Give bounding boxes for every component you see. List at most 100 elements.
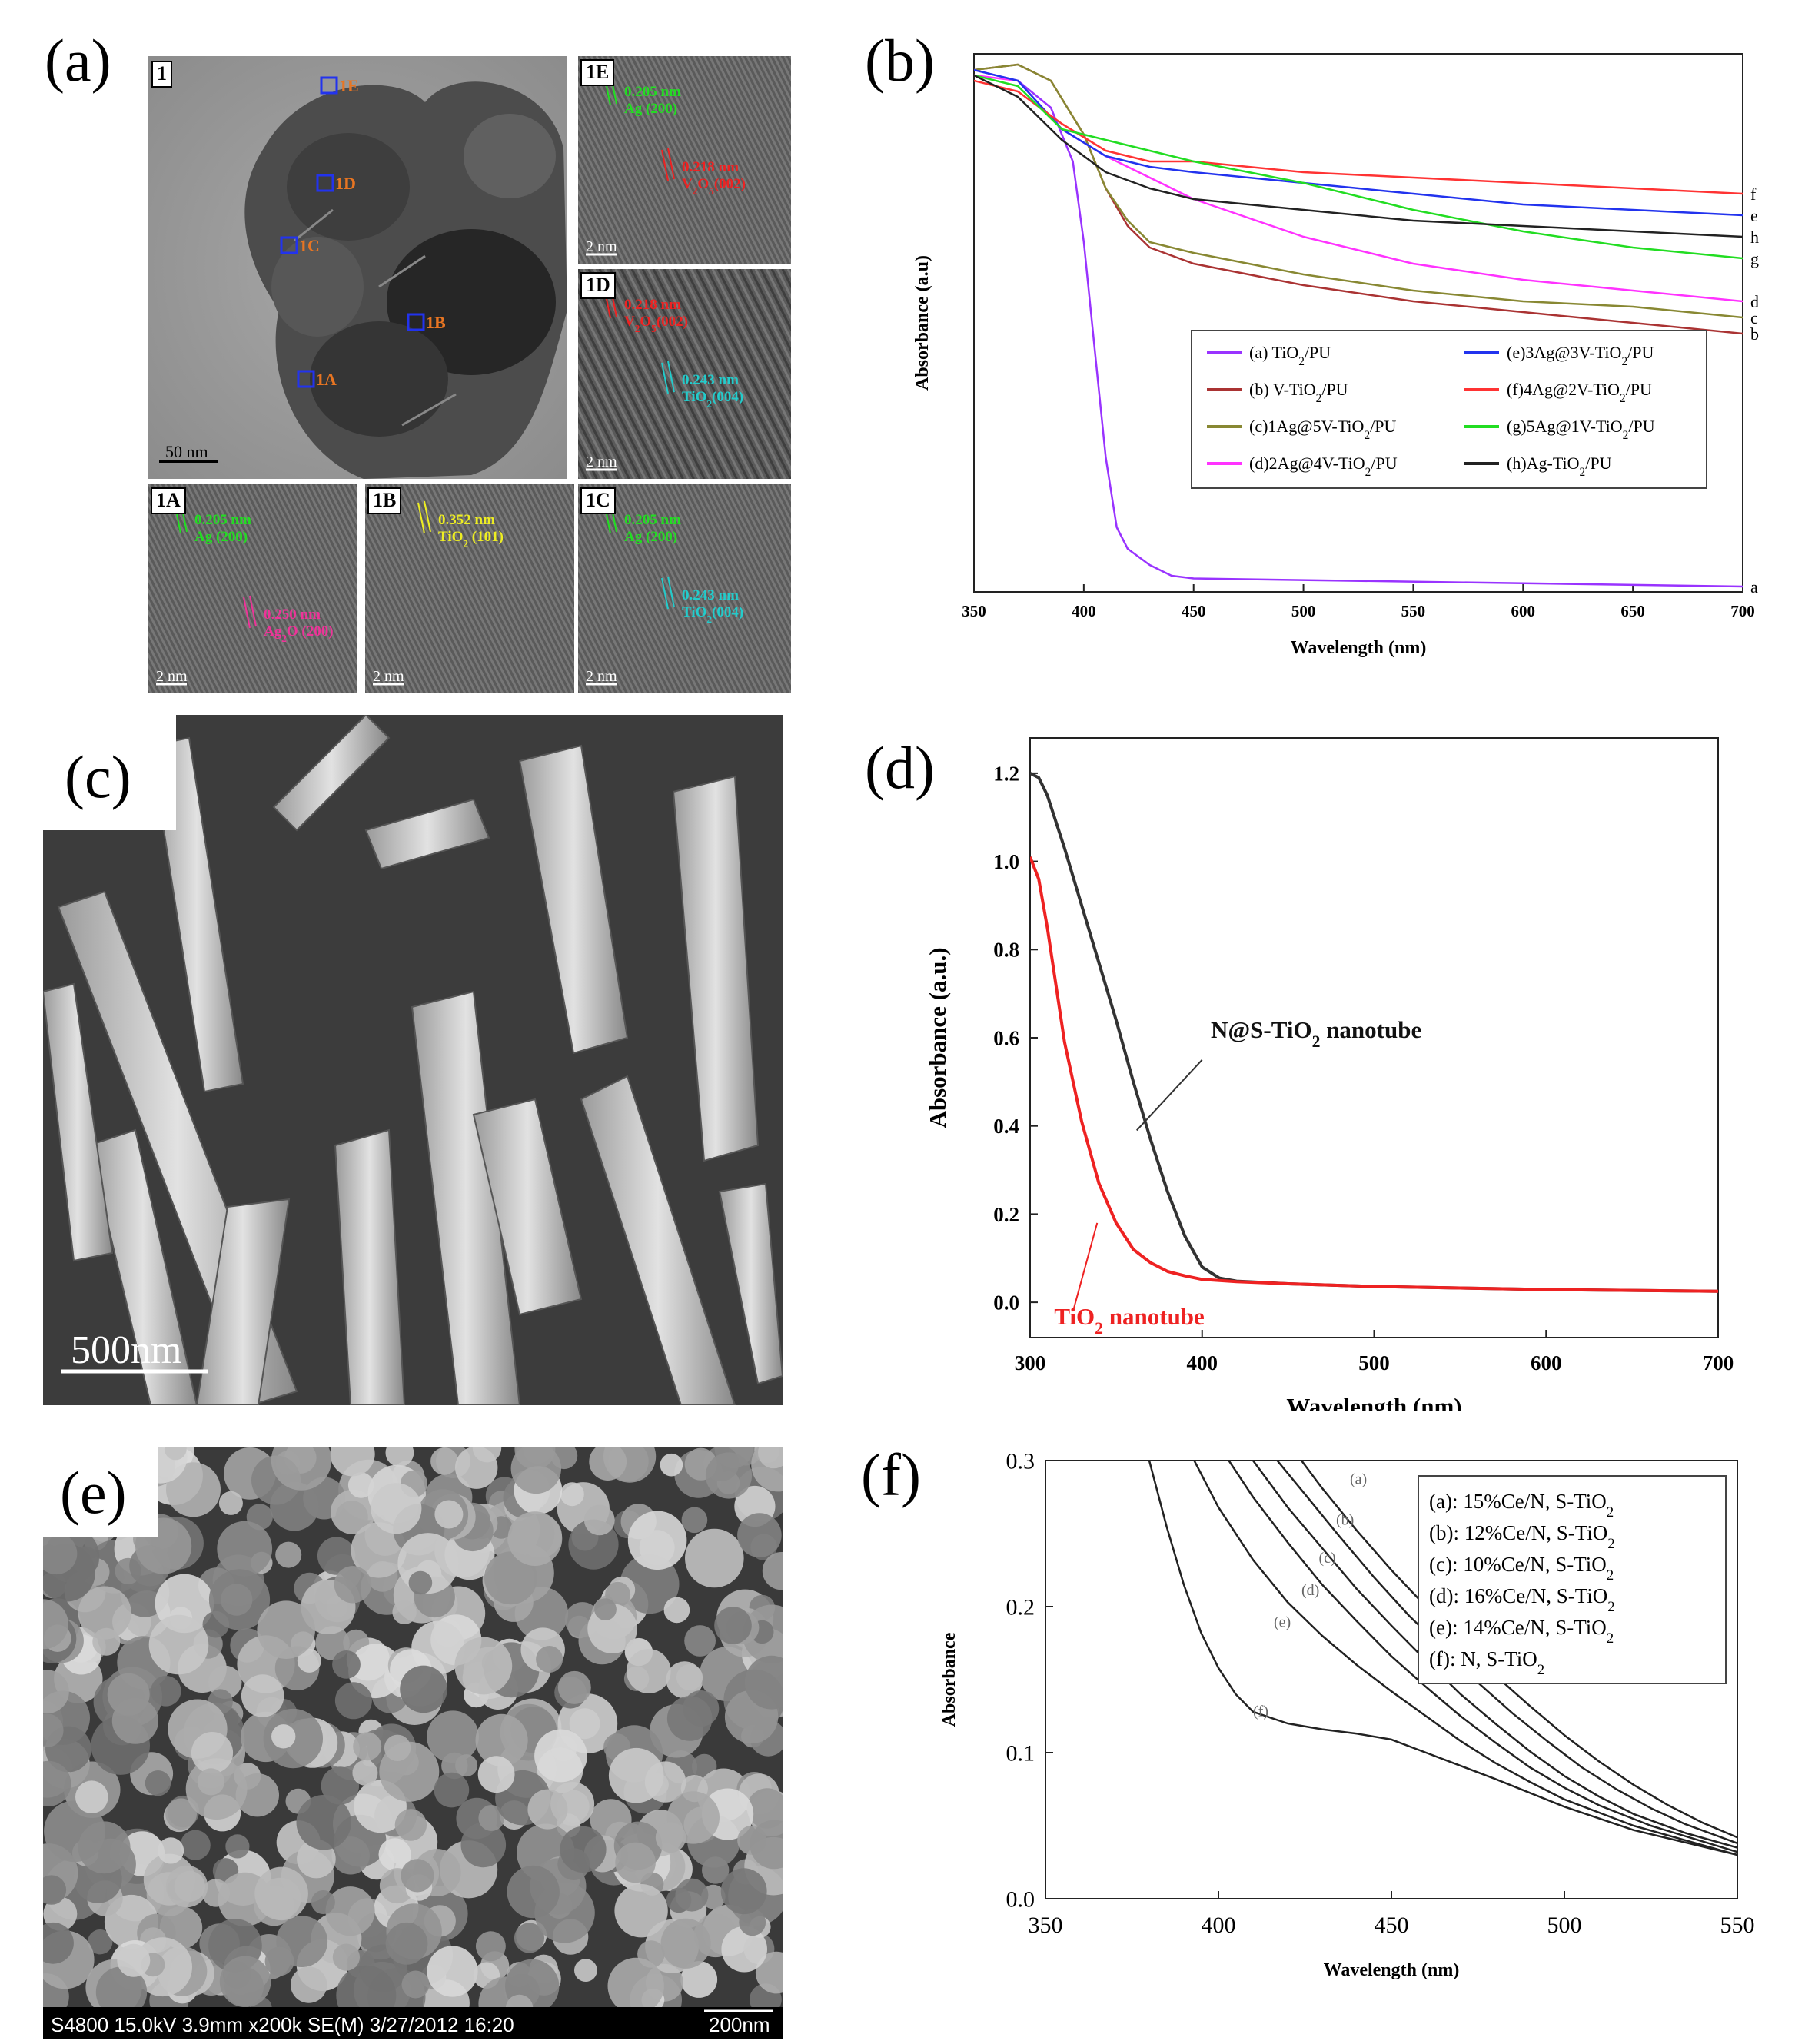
lattice-fringe — [750, 484, 791, 567]
lattice-fringe — [733, 484, 791, 600]
nanoparticle — [478, 1805, 505, 1831]
fringe-plane-label: V2O5(002) — [624, 314, 688, 334]
fringe-marker — [243, 597, 251, 629]
nanoparticle — [331, 1836, 370, 1875]
nanoparticle — [607, 1957, 664, 2015]
panel-f-label: (f) — [861, 1441, 921, 1508]
lattice-fringe — [578, 331, 652, 479]
lattice-fringe — [756, 56, 791, 125]
lattice-fringe — [578, 620, 615, 693]
lattice-fringe — [494, 484, 574, 646]
series-end-label: f — [1750, 184, 1757, 204]
nanoparticle — [208, 1569, 271, 1630]
lattice-fringe — [148, 555, 218, 693]
fringe-spacing-label: 0.218 nm — [624, 297, 681, 313]
legend-entry: (a): 15%Ce/N, S-TiO2 — [1429, 1490, 1614, 1521]
nanoparticle — [218, 1491, 243, 1515]
nanoparticle — [271, 1447, 332, 1491]
lattice-fringe — [749, 269, 791, 354]
nanoparticle — [321, 1766, 360, 1805]
lattice-fringe — [578, 124, 648, 264]
series-line-4 — [974, 68, 1743, 217]
tem-inset-tag: 1C — [580, 487, 616, 514]
inset-scale-label: 2 nm — [586, 668, 617, 685]
lattice-fringe — [499, 484, 574, 635]
lattice-fringe — [626, 484, 733, 693]
lattice-fringe — [488, 484, 574, 656]
nanoparticle — [714, 1607, 752, 1644]
inset-scale-label: 2 nm — [373, 668, 404, 685]
lattice-fringe — [434, 484, 542, 693]
lattice-fringe — [520, 484, 574, 592]
lattice-fringe — [579, 56, 686, 264]
lattice-fringe — [148, 566, 212, 693]
nanoparticle — [111, 1697, 158, 1744]
fringe-marker — [667, 576, 675, 608]
nanoparticle — [371, 1483, 422, 1534]
lattice-fringe — [676, 56, 783, 264]
x-tick-label: 400 — [1072, 602, 1096, 620]
legend-entry: (c): 10%Ce/N, S-TiO2 — [1429, 1553, 1614, 1584]
lattice-fringe — [593, 269, 700, 479]
tem-inset-tag: 1D — [580, 272, 616, 299]
lattice-fringe — [696, 484, 791, 675]
nanoparticle — [257, 1600, 316, 1659]
nanoparticle — [608, 1747, 664, 1803]
lattice-fringe — [660, 56, 766, 264]
lattice-fringe — [266, 484, 357, 667]
y-tick-label: 0.2 — [1006, 1595, 1035, 1620]
nanoparticle — [477, 1756, 515, 1793]
lattice-fringe — [638, 56, 745, 264]
legend-entry: (h)Ag-TiO2/PU — [1507, 454, 1612, 479]
lattice-fringe — [578, 221, 600, 264]
nanoparticle — [271, 1724, 296, 1749]
series-end-label: h — [1750, 228, 1759, 247]
lattice-fringe — [614, 269, 722, 479]
lattice-fringe — [598, 269, 706, 479]
lattice-fringe — [603, 269, 711, 479]
lattice-fringe — [578, 598, 626, 693]
x-tick-label: 400 — [1187, 1351, 1218, 1374]
nanoparticle — [311, 1890, 335, 1914]
lattice-fringe — [697, 56, 791, 244]
lattice-fringe — [615, 484, 723, 693]
series-line-4 — [1193, 1461, 1737, 1856]
fringe-marker — [667, 148, 675, 180]
fringe-plane-label: Ag (200) — [624, 529, 677, 545]
nanoparticle — [334, 1682, 372, 1720]
nanoparticle — [460, 1822, 507, 1868]
sem-nanorods-image: 500nm (c) — [43, 715, 783, 1405]
tem-inset-tag: 1E — [580, 59, 615, 86]
lattice-fringe — [578, 566, 642, 693]
lattice-fringe — [407, 484, 515, 693]
lattice-fringe — [277, 484, 357, 646]
nanoparticle — [401, 1859, 434, 1893]
lattice-fringe — [609, 269, 716, 479]
nanoparticle — [746, 1788, 783, 1829]
lattice-fringe — [578, 501, 674, 693]
legend-entry: (e)3Ag@3V-TiO2/PU — [1507, 343, 1654, 368]
fringe-marker — [249, 595, 257, 627]
lattice-fringe — [483, 484, 574, 667]
series-tag-label: (c) — [1319, 1550, 1336, 1567]
nanoparticle — [43, 1922, 74, 1964]
lattice-fringe — [148, 512, 239, 693]
lattice-fringe — [578, 277, 679, 479]
nanoparticle — [681, 1507, 708, 1534]
nanoparticle — [401, 1970, 430, 1999]
fringe-plane-label: TiO2 (101) — [438, 529, 504, 550]
series-end-label: b — [1750, 324, 1759, 344]
legend-entry: (e): 14%Ce/N, S-TiO2 — [1429, 1616, 1614, 1647]
lattice-fringe — [578, 641, 604, 693]
lattice-fringe — [255, 484, 357, 689]
tem-inset-1c: 0.205 nm Ag (200) 0.243 nm TiO2(004) 2 nm 1C — [578, 484, 791, 693]
nanoparticle — [620, 1554, 680, 1614]
lattice-fringe — [604, 484, 712, 693]
lattice-fringe — [261, 484, 357, 678]
series-tag-label: (d) — [1301, 1582, 1319, 1599]
nanoparticle — [676, 1663, 703, 1691]
lattice-fringe — [652, 269, 760, 479]
fringe-marker — [661, 577, 669, 610]
